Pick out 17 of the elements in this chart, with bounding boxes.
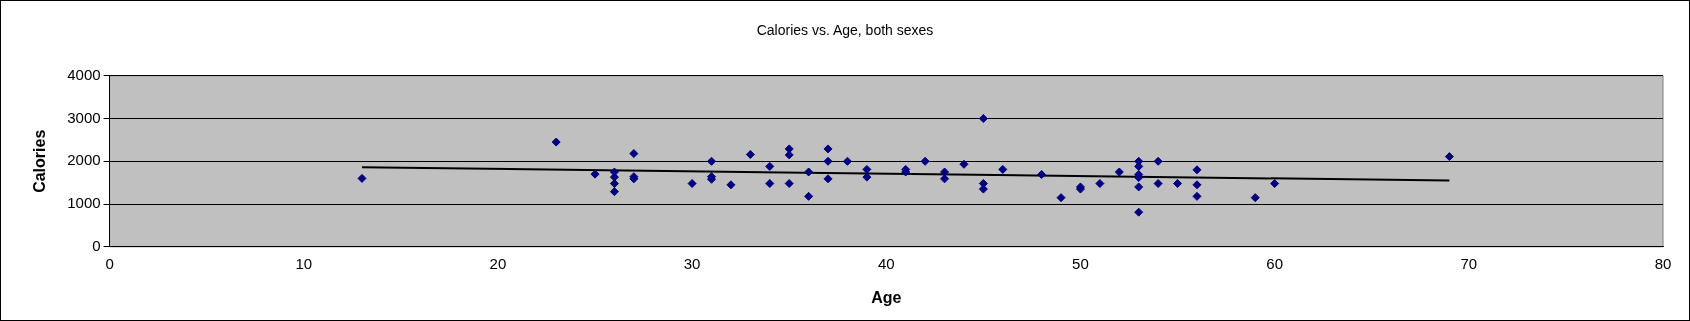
x-tick-label: 60: [1266, 254, 1283, 272]
y-tick-label: 3000: [67, 108, 101, 126]
y-tick-label: 0: [92, 236, 101, 254]
x-axis-title: Age: [871, 288, 902, 306]
x-tick-label: 30: [683, 254, 701, 272]
x-tick-label: 80: [1654, 254, 1672, 272]
chart-title: Calories vs. Age, both sexes: [756, 22, 934, 39]
y-tick-label: 2000: [67, 151, 101, 169]
x-tick-label: 0: [105, 254, 114, 272]
y-tick-label: 4000: [67, 65, 101, 83]
x-tick-label: 50: [1072, 254, 1089, 272]
x-tick-label: 70: [1460, 254, 1478, 272]
y-tick-label: 1000: [67, 194, 101, 212]
y-axis-title: Calories: [31, 129, 49, 193]
x-tick-label: 10: [295, 254, 313, 272]
x-tick-label: 20: [489, 254, 507, 272]
x-tick-label: 40: [877, 254, 895, 272]
